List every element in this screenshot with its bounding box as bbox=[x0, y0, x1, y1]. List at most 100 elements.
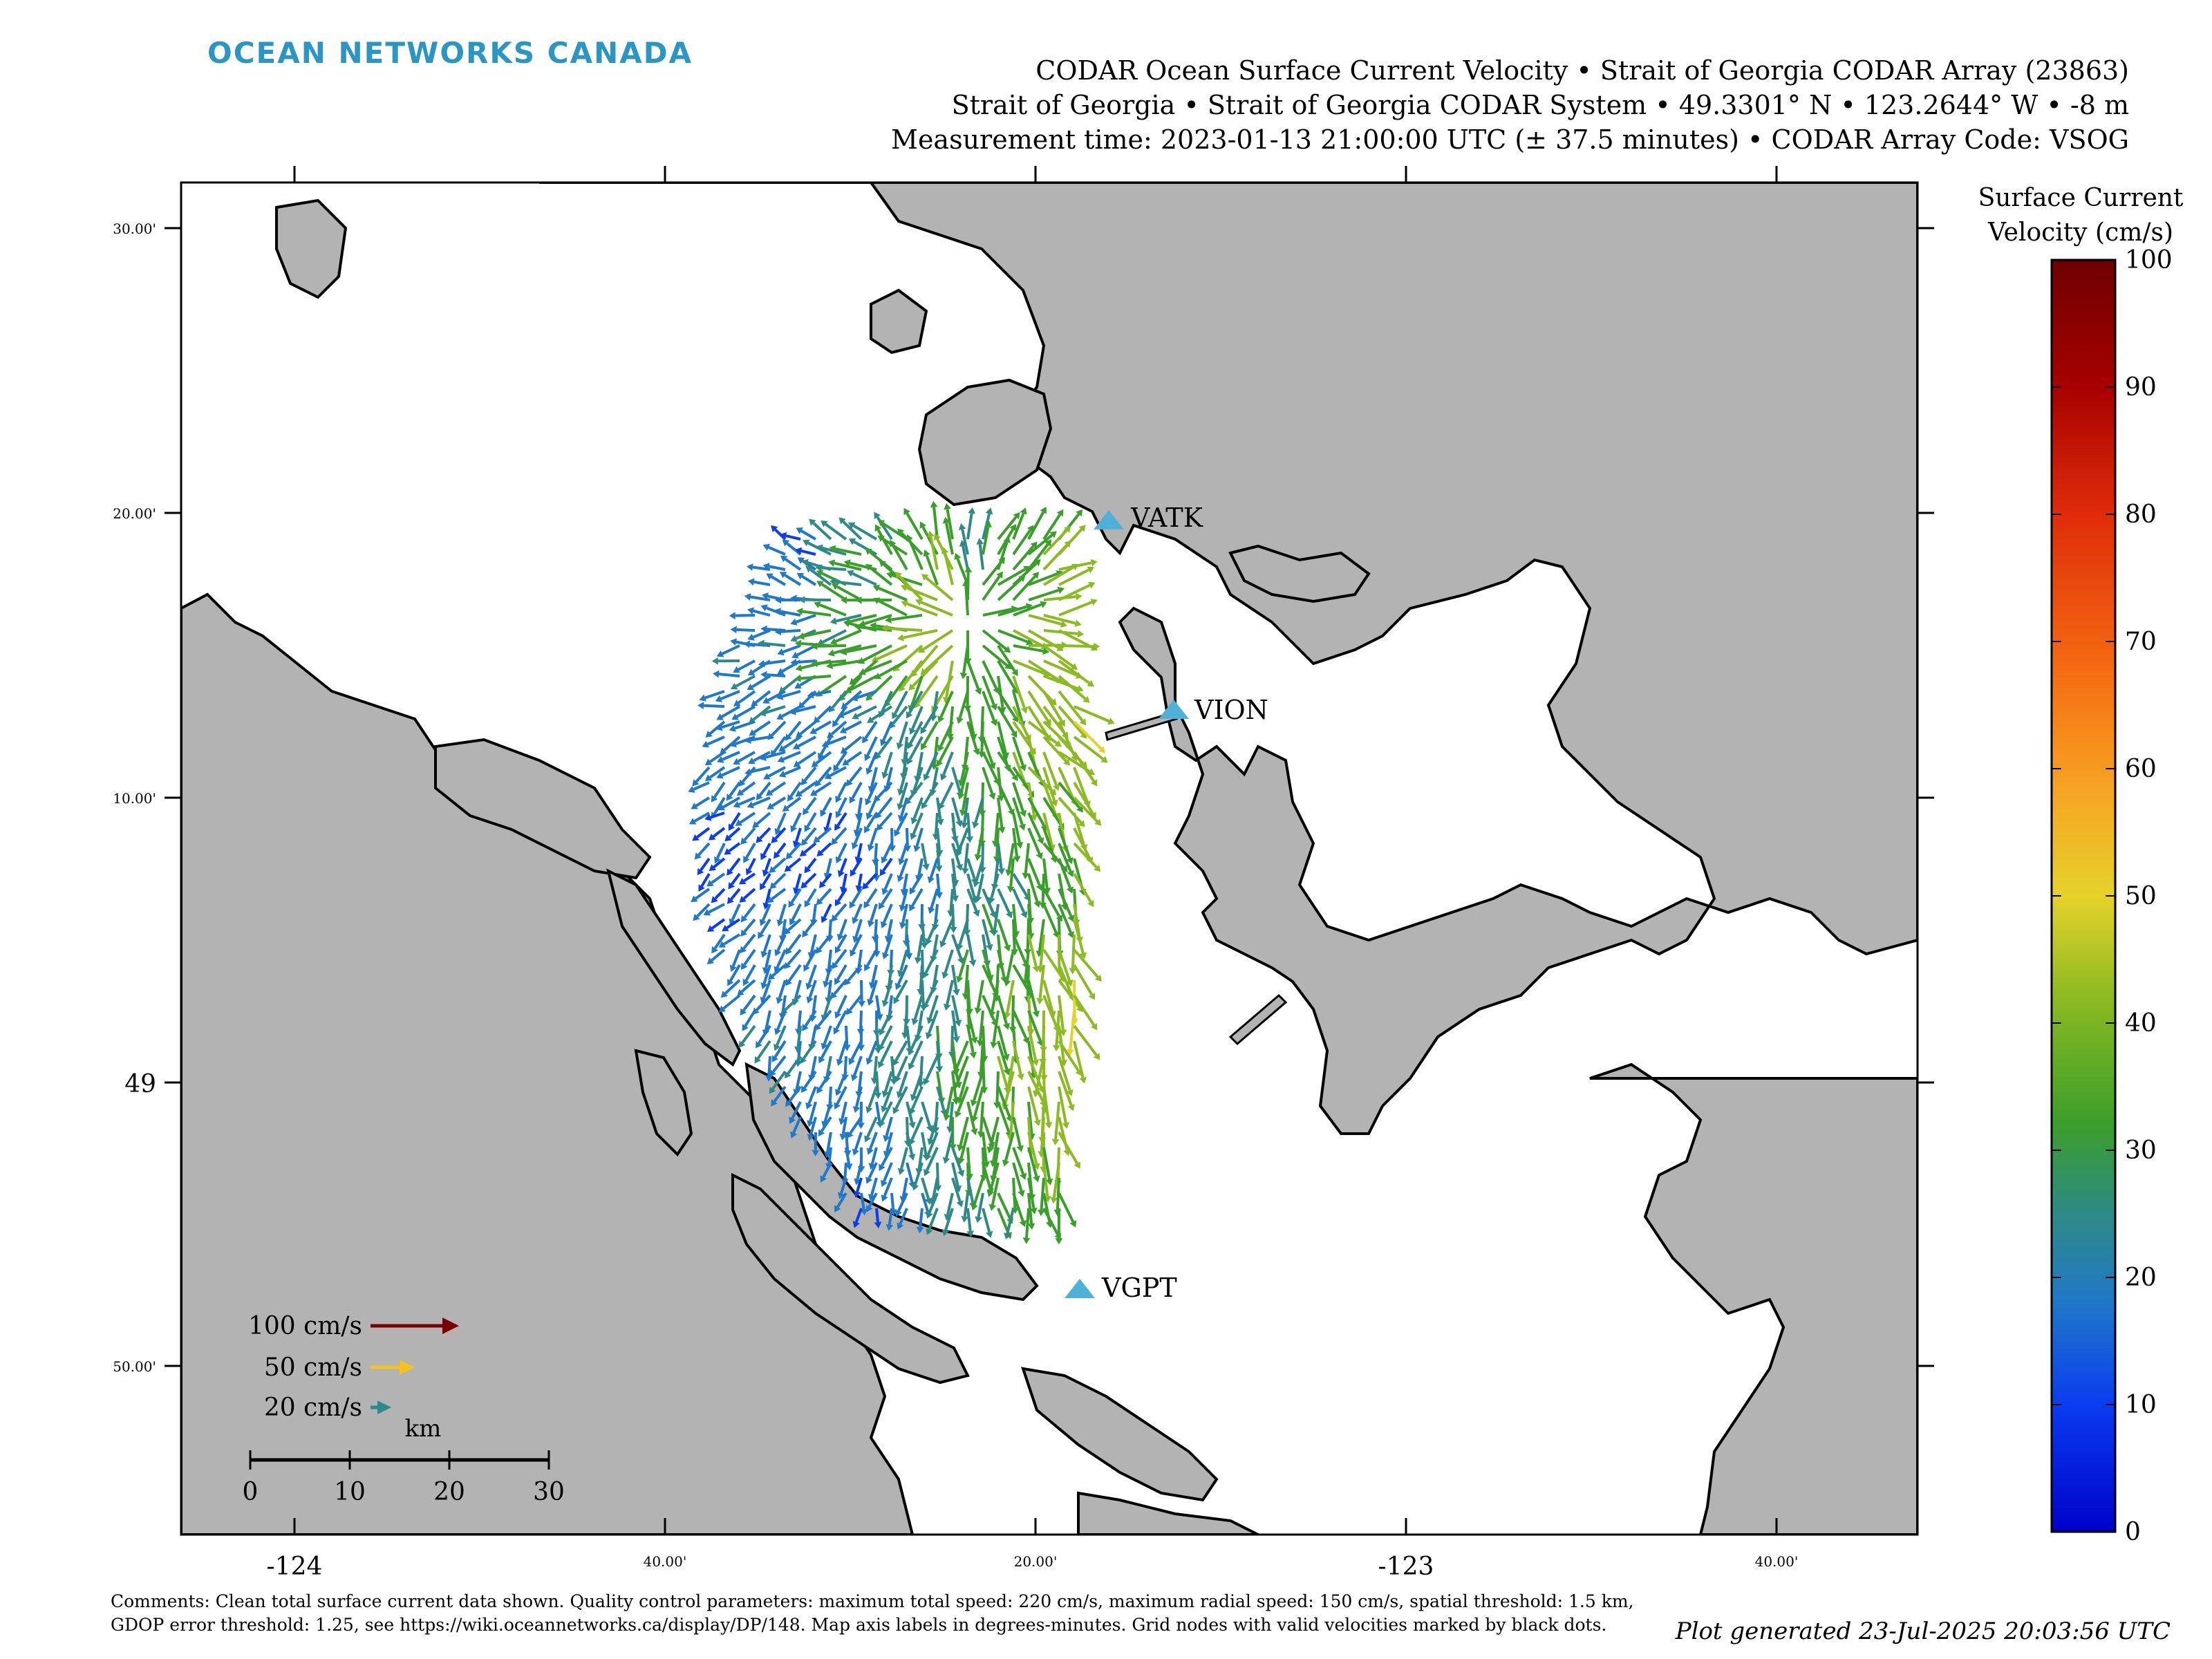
current-vector bbox=[912, 812, 924, 835]
current-vector bbox=[693, 781, 710, 791]
current-vector bbox=[958, 919, 969, 946]
current-vector-head bbox=[865, 1106, 873, 1114]
current-vector bbox=[921, 1177, 930, 1199]
current-vector-head bbox=[1107, 718, 1115, 725]
current-vector bbox=[982, 644, 1008, 667]
current-vector-head bbox=[910, 832, 917, 841]
current-vector-head bbox=[926, 1017, 934, 1024]
current-vector-head bbox=[894, 1075, 901, 1083]
current-vector bbox=[951, 1056, 960, 1083]
current-vector-head bbox=[1071, 563, 1079, 571]
current-vector-head bbox=[881, 1090, 889, 1098]
current-vector-head bbox=[1079, 952, 1087, 959]
current-vector-head bbox=[807, 691, 814, 699]
current-vector-head bbox=[1066, 1049, 1074, 1056]
current-vector-head bbox=[765, 1075, 773, 1082]
current-vector bbox=[982, 751, 998, 780]
current-vector bbox=[745, 842, 756, 859]
current-vector-head bbox=[740, 946, 747, 954]
current-vector bbox=[883, 1177, 893, 1197]
current-vector-head bbox=[718, 1005, 727, 1013]
current-vector bbox=[795, 873, 802, 889]
current-vector bbox=[1073, 919, 1085, 954]
current-vector-head bbox=[834, 1011, 842, 1019]
current-vector bbox=[853, 1056, 863, 1076]
current-vector bbox=[1042, 735, 1067, 762]
current-vector-head bbox=[1074, 1161, 1080, 1169]
current-vector bbox=[1012, 1010, 1028, 1039]
current-vector-head bbox=[865, 812, 873, 820]
current-vector bbox=[773, 1085, 787, 1103]
current-vector bbox=[881, 1147, 893, 1167]
current-vector-head bbox=[1031, 1059, 1040, 1067]
current-vector bbox=[782, 690, 801, 698]
current-vector bbox=[1007, 843, 1015, 870]
current-vector bbox=[916, 751, 924, 777]
current-vector-head bbox=[847, 522, 856, 529]
current-vector-head bbox=[923, 1078, 930, 1085]
ref-arrow-20 bbox=[371, 1400, 391, 1414]
current-vector-head bbox=[1053, 1044, 1060, 1052]
current-vector-head bbox=[816, 898, 823, 906]
current-vector-head bbox=[883, 1135, 890, 1143]
current-vector bbox=[765, 705, 786, 715]
current-vector bbox=[1027, 1010, 1042, 1042]
current-vector-head bbox=[790, 618, 798, 626]
current-vector bbox=[809, 1101, 817, 1122]
current-vector bbox=[982, 888, 995, 913]
current-vector-head bbox=[927, 530, 935, 538]
current-vector-head bbox=[815, 564, 822, 572]
current-vector-head bbox=[855, 596, 862, 604]
current-vector bbox=[936, 1071, 943, 1098]
current-vector-head bbox=[718, 803, 726, 811]
current-vector-head bbox=[802, 1024, 809, 1031]
current-vector bbox=[729, 857, 741, 872]
current-vector-head bbox=[972, 821, 980, 829]
current-vector-head bbox=[867, 920, 875, 928]
current-vector bbox=[835, 580, 862, 586]
current-vector bbox=[1042, 980, 1054, 1013]
current-vector bbox=[1012, 827, 1018, 857]
current-vector-head bbox=[923, 550, 930, 557]
colorbar-tick-label: 50 bbox=[2125, 882, 2157, 910]
current-vector-head bbox=[839, 886, 847, 894]
current-vector-head bbox=[796, 608, 803, 615]
current-vector bbox=[743, 827, 756, 841]
current-vector-head bbox=[865, 767, 873, 775]
current-vector bbox=[946, 980, 954, 1005]
current-vector-head bbox=[1002, 1022, 1011, 1030]
current-vector bbox=[877, 735, 893, 756]
current-vector-head bbox=[834, 899, 842, 907]
current-vector bbox=[982, 1132, 988, 1162]
current-vector-head bbox=[897, 528, 905, 536]
current-vector bbox=[902, 751, 908, 774]
current-vector-head bbox=[1020, 706, 1028, 714]
current-vector-head bbox=[793, 887, 800, 894]
current-vector bbox=[852, 572, 877, 586]
current-vector bbox=[740, 781, 756, 794]
current-vector bbox=[1043, 614, 1076, 625]
current-vector bbox=[931, 1177, 939, 1200]
current-vector-head bbox=[838, 517, 846, 525]
current-vector bbox=[840, 1177, 847, 1194]
current-vector bbox=[1025, 1208, 1030, 1238]
current-vector-head bbox=[789, 918, 796, 926]
current-vector bbox=[825, 1056, 832, 1078]
current-vector bbox=[883, 1086, 893, 1107]
current-vector-head bbox=[874, 524, 882, 532]
current-vector bbox=[875, 1208, 879, 1223]
current-vector bbox=[731, 903, 741, 921]
current-vector bbox=[762, 964, 771, 984]
current-vector bbox=[718, 673, 740, 677]
current-vector-head bbox=[1032, 572, 1040, 579]
current-vector bbox=[908, 690, 924, 714]
current-vector bbox=[1012, 1162, 1023, 1192]
current-vector bbox=[1058, 1056, 1071, 1091]
current-vector-head bbox=[857, 1123, 865, 1130]
current-vector-head bbox=[785, 978, 792, 986]
current-vector bbox=[866, 736, 878, 756]
current-vector bbox=[771, 575, 787, 586]
current-vector bbox=[919, 1208, 924, 1228]
current-vector bbox=[1027, 511, 1045, 540]
station-vgpt: VGPT bbox=[1065, 1273, 1177, 1303]
